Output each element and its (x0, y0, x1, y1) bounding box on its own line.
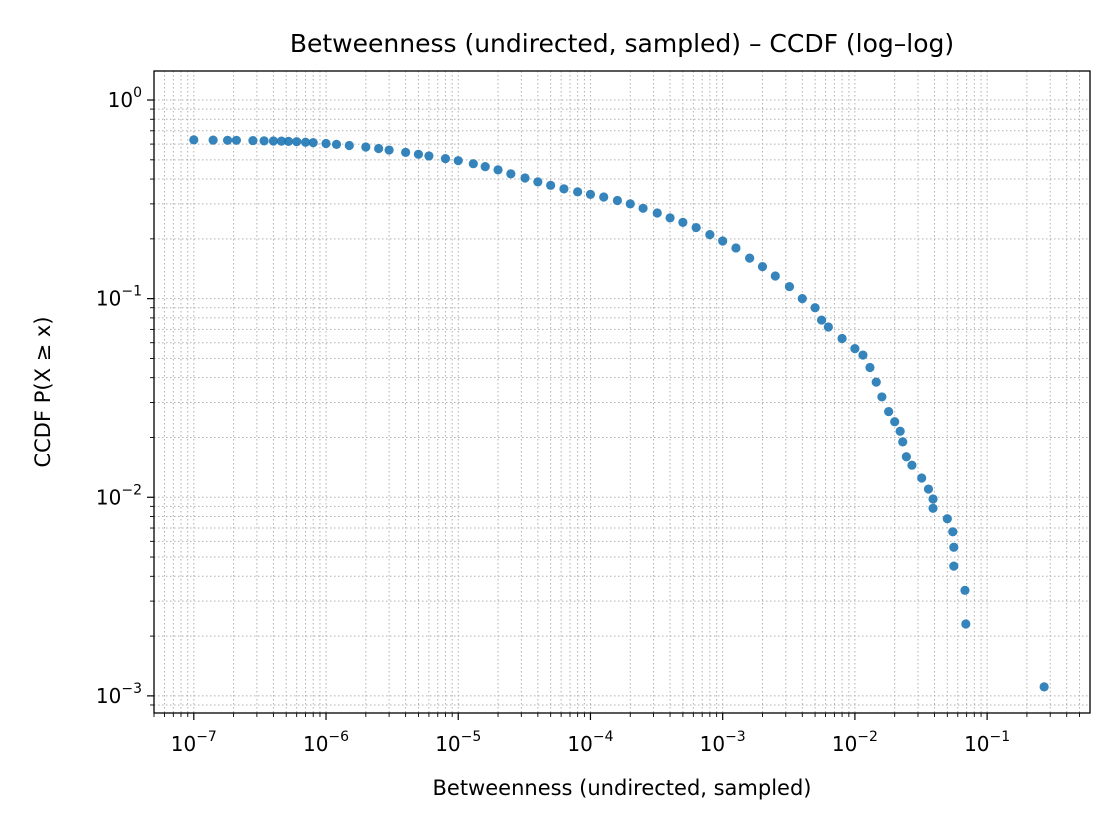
data-point (546, 180, 556, 190)
data-point (865, 362, 875, 373)
data-point (424, 151, 434, 161)
y-tick-label: 10−1 (96, 284, 142, 311)
data-point (625, 199, 635, 209)
data-point (401, 147, 411, 157)
data-point (678, 217, 688, 228)
y-axis-label: CCDF P(X ≥ x) (31, 316, 55, 467)
data-point (718, 236, 728, 246)
data-point (384, 145, 394, 155)
data-point (898, 437, 908, 447)
grid (153, 71, 1090, 713)
data-point (810, 303, 820, 313)
data-point (823, 322, 833, 332)
x-tick-label: 10−5 (435, 729, 481, 756)
x-axis-label: Betweenness (undirected, sampled) (433, 776, 812, 800)
y-tick-label: 10−3 (96, 681, 142, 708)
data-point (573, 187, 583, 197)
data-point (890, 417, 900, 427)
data-point (797, 294, 807, 304)
x-tick-label: 10−6 (303, 729, 349, 756)
data-point (948, 527, 958, 537)
data-points (189, 135, 1049, 692)
data-point (1039, 682, 1049, 692)
data-point (520, 173, 530, 183)
data-point (770, 271, 780, 281)
data-point (268, 136, 279, 146)
data-point (837, 333, 847, 344)
data-point (652, 208, 662, 218)
data-point (259, 136, 269, 146)
x-tick-label: 10−4 (567, 729, 613, 756)
data-point (308, 138, 318, 148)
x-tick-label: 10−1 (964, 729, 1010, 756)
data-point (612, 195, 623, 206)
data-point (949, 542, 959, 552)
data-point (374, 143, 384, 154)
data-point (917, 473, 927, 483)
data-point (731, 243, 741, 253)
data-point (559, 184, 569, 194)
y-tick-label: 10−2 (96, 482, 142, 509)
data-point (283, 136, 294, 146)
data-point (231, 135, 242, 145)
data-point (344, 140, 354, 151)
data-point (895, 426, 905, 436)
data-point (331, 139, 342, 149)
data-point (585, 189, 596, 199)
data-point (901, 452, 911, 462)
x-tick-label: 10−2 (832, 729, 878, 756)
data-point (440, 154, 451, 164)
data-point (858, 350, 868, 360)
data-point (928, 494, 938, 504)
data-point (361, 142, 371, 152)
data-point (413, 149, 424, 159)
data-point (638, 203, 648, 213)
data-point (877, 392, 887, 402)
x-tick-label: 10−3 (700, 729, 746, 756)
data-point (691, 222, 701, 233)
data-point (817, 315, 827, 325)
data-point (784, 281, 795, 292)
data-point (705, 230, 715, 240)
x-tick-label: 10−7 (171, 729, 217, 756)
data-point (506, 169, 516, 179)
data-point (208, 135, 218, 145)
data-point (480, 162, 490, 172)
data-point (248, 135, 258, 146)
data-point (453, 156, 463, 166)
data-point (850, 344, 860, 354)
data-point (907, 460, 917, 470)
data-point (960, 585, 970, 595)
data-point (222, 135, 233, 145)
data-point (321, 138, 331, 149)
data-point (599, 192, 609, 202)
data-point (757, 261, 768, 272)
data-point (300, 137, 311, 147)
plot-frame (153, 70, 1091, 714)
data-point (468, 159, 478, 169)
data-point (949, 561, 959, 571)
data-point (493, 165, 503, 175)
data-point (884, 406, 894, 417)
data-point (942, 514, 952, 524)
axis-ticks (147, 99, 1080, 720)
data-point (292, 137, 302, 147)
data-point (923, 484, 934, 494)
data-point (665, 213, 675, 223)
data-point (871, 377, 881, 387)
tick-labels: 10−7 10−6 10−5 10−4 10−3 10−2 10−1 100 10−1 10−2 1… (96, 85, 1010, 756)
y-tick-label: 100 (108, 85, 142, 112)
data-point (533, 177, 543, 187)
data-point (745, 253, 755, 263)
data-point (276, 136, 287, 146)
data-point (928, 503, 938, 513)
data-point (961, 619, 971, 629)
data-point (189, 135, 199, 145)
chart-title: Betweenness (undirected, sampled) – CCDF… (290, 29, 954, 58)
